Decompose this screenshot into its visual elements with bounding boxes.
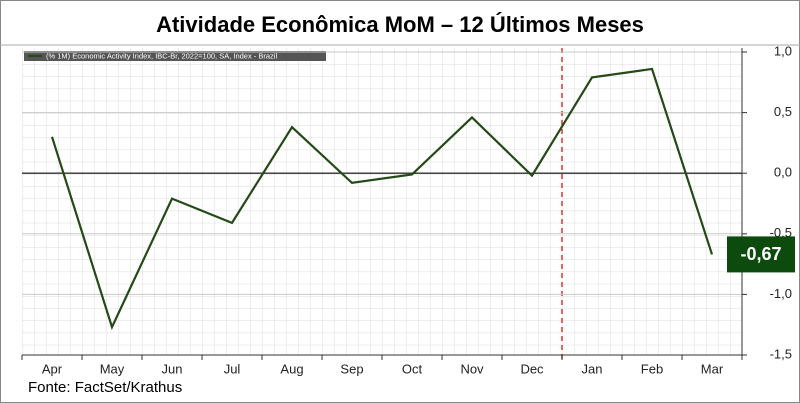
minor-grid: [22, 48, 742, 355]
x-tick-label: Jun: [162, 361, 183, 376]
y-tick-label: 0,5: [774, 104, 792, 119]
x-tick-label: Dec: [520, 361, 544, 376]
chart-title: Atividade Econômica MoM – 12 Últimos Mes…: [156, 12, 644, 37]
x-tick-label: Apr: [42, 361, 63, 376]
value-label-box: [727, 236, 795, 273]
value-label: -0,67: [740, 244, 781, 264]
x-tick-label: Sep: [340, 361, 363, 376]
y-tick-label: 1,0: [774, 43, 792, 58]
x-tick-label: Mar: [701, 361, 724, 376]
x-tick-label: Oct: [402, 361, 423, 376]
x-tick-label: Jan: [582, 361, 603, 376]
x-tick-label: Jul: [224, 361, 241, 376]
series-line: [50, 67, 714, 331]
y-tick-label: 0,0: [774, 165, 792, 180]
x-tick-label: Aug: [280, 361, 303, 376]
legend-label: (% 1M) Economic Activity Index, IBC-Br, …: [46, 51, 277, 60]
x-tick-label: Nov: [460, 361, 484, 376]
x-tick-label: Feb: [641, 361, 663, 376]
x-tick-label: May: [100, 361, 125, 376]
y-tick-label: -1,5: [770, 346, 792, 361]
source: Fonte: FactSet/Krathus: [28, 379, 182, 396]
legend-box: [24, 51, 326, 61]
y-tick-label: -1,0: [770, 286, 792, 301]
